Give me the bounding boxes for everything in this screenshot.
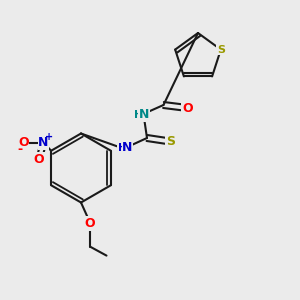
- Text: N: N: [38, 136, 49, 149]
- Text: O: O: [182, 101, 193, 115]
- Text: +: +: [44, 132, 53, 142]
- Text: O: O: [18, 136, 29, 149]
- Text: -: -: [17, 142, 22, 156]
- Text: H: H: [118, 142, 127, 153]
- Text: O: O: [34, 153, 44, 166]
- Text: S: S: [167, 135, 176, 148]
- Text: S: S: [217, 45, 225, 55]
- Text: H: H: [134, 110, 143, 120]
- Text: N: N: [139, 108, 149, 121]
- Text: N: N: [122, 141, 133, 154]
- Text: O: O: [85, 217, 95, 230]
